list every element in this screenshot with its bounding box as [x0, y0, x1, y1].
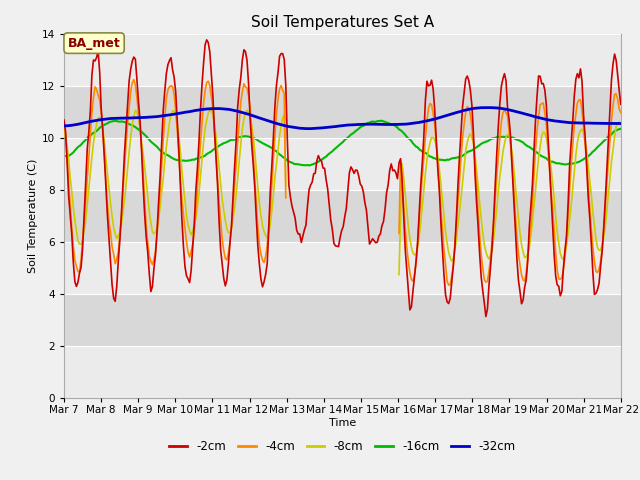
Text: BA_met: BA_met [68, 36, 120, 49]
Legend: -2cm, -4cm, -8cm, -16cm, -32cm: -2cm, -4cm, -8cm, -16cm, -32cm [164, 436, 520, 458]
Y-axis label: Soil Temperature (C): Soil Temperature (C) [28, 159, 38, 273]
X-axis label: Time: Time [329, 418, 356, 428]
Bar [64, 138, 621, 190]
Bar [64, 346, 621, 398]
Bar [64, 242, 621, 294]
Title: Soil Temperatures Set A: Soil Temperatures Set A [251, 15, 434, 30]
Bar [64, 34, 621, 86]
